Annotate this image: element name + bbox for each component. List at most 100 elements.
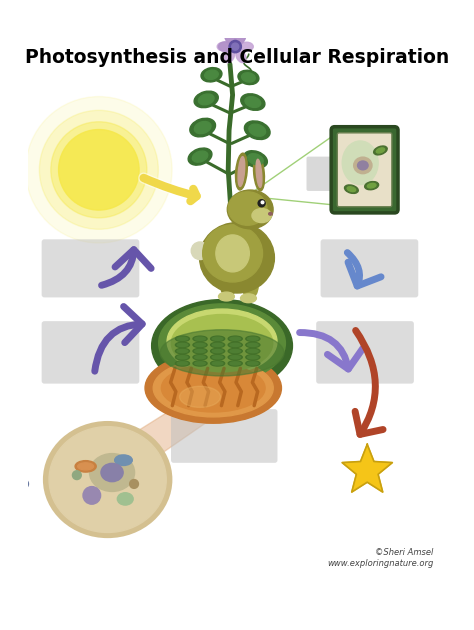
Circle shape: [191, 242, 209, 260]
Ellipse shape: [246, 348, 260, 353]
Ellipse shape: [172, 314, 273, 372]
Ellipse shape: [256, 159, 262, 187]
Ellipse shape: [175, 342, 190, 348]
Ellipse shape: [244, 151, 267, 168]
Text: ©Sheri Amsel
www.exploringnature.org: ©Sheri Amsel www.exploringnature.org: [327, 548, 433, 568]
Ellipse shape: [175, 348, 190, 353]
Ellipse shape: [195, 337, 205, 340]
Ellipse shape: [219, 42, 233, 52]
Ellipse shape: [345, 185, 358, 193]
Ellipse shape: [177, 362, 188, 365]
Ellipse shape: [212, 362, 223, 365]
Ellipse shape: [228, 190, 273, 229]
Ellipse shape: [230, 356, 240, 358]
FancyBboxPatch shape: [42, 239, 139, 297]
Ellipse shape: [159, 304, 285, 382]
Ellipse shape: [203, 225, 263, 282]
Ellipse shape: [225, 32, 236, 45]
Ellipse shape: [342, 141, 378, 185]
Polygon shape: [342, 444, 392, 492]
Ellipse shape: [210, 336, 225, 341]
Ellipse shape: [236, 50, 246, 62]
FancyBboxPatch shape: [320, 239, 418, 297]
Ellipse shape: [228, 336, 242, 341]
Ellipse shape: [153, 359, 273, 417]
FancyArrowPatch shape: [300, 333, 363, 369]
Ellipse shape: [374, 146, 387, 155]
Ellipse shape: [177, 337, 188, 340]
Ellipse shape: [90, 454, 134, 491]
Polygon shape: [81, 406, 231, 466]
Ellipse shape: [235, 32, 246, 45]
Circle shape: [73, 471, 81, 479]
Ellipse shape: [367, 183, 376, 188]
Ellipse shape: [228, 361, 242, 366]
Circle shape: [59, 130, 139, 210]
Ellipse shape: [194, 122, 211, 134]
Ellipse shape: [242, 273, 258, 298]
Ellipse shape: [118, 493, 133, 505]
Ellipse shape: [347, 186, 356, 192]
Ellipse shape: [230, 350, 240, 353]
Circle shape: [130, 479, 138, 488]
Circle shape: [229, 40, 241, 53]
Ellipse shape: [247, 350, 258, 353]
FancyBboxPatch shape: [331, 127, 398, 213]
Ellipse shape: [212, 350, 223, 353]
Ellipse shape: [228, 355, 242, 360]
Ellipse shape: [236, 153, 247, 190]
Ellipse shape: [193, 355, 207, 360]
Ellipse shape: [219, 292, 234, 301]
Ellipse shape: [175, 361, 190, 366]
Ellipse shape: [44, 422, 171, 537]
Circle shape: [19, 479, 28, 488]
FancyBboxPatch shape: [171, 409, 277, 463]
Ellipse shape: [177, 356, 188, 358]
Ellipse shape: [193, 361, 207, 366]
Ellipse shape: [240, 42, 253, 51]
Ellipse shape: [210, 348, 225, 353]
Circle shape: [26, 96, 172, 243]
Ellipse shape: [177, 350, 188, 353]
FancyBboxPatch shape: [337, 133, 392, 207]
Ellipse shape: [193, 348, 207, 353]
FancyBboxPatch shape: [307, 157, 393, 191]
Circle shape: [51, 122, 147, 218]
Ellipse shape: [193, 336, 207, 341]
Ellipse shape: [269, 212, 272, 215]
Ellipse shape: [238, 70, 259, 84]
Ellipse shape: [241, 94, 265, 110]
Ellipse shape: [354, 158, 372, 173]
Ellipse shape: [167, 309, 277, 374]
Circle shape: [261, 201, 264, 203]
Ellipse shape: [228, 192, 267, 226]
Ellipse shape: [247, 337, 258, 340]
Ellipse shape: [160, 329, 284, 376]
Ellipse shape: [246, 361, 260, 366]
Ellipse shape: [180, 386, 220, 408]
Ellipse shape: [252, 209, 271, 222]
Ellipse shape: [101, 463, 123, 482]
FancyArrowPatch shape: [355, 331, 383, 435]
Ellipse shape: [217, 42, 230, 51]
Ellipse shape: [195, 343, 205, 346]
Ellipse shape: [115, 455, 132, 466]
Ellipse shape: [247, 362, 258, 365]
Ellipse shape: [220, 272, 236, 297]
Ellipse shape: [145, 353, 282, 423]
Ellipse shape: [212, 337, 223, 340]
Ellipse shape: [365, 181, 379, 190]
Ellipse shape: [245, 96, 261, 108]
Ellipse shape: [212, 343, 223, 346]
Ellipse shape: [200, 222, 274, 293]
Ellipse shape: [236, 31, 246, 43]
FancyBboxPatch shape: [42, 321, 139, 384]
Ellipse shape: [230, 362, 240, 365]
Ellipse shape: [228, 348, 242, 353]
Ellipse shape: [249, 124, 265, 136]
Ellipse shape: [192, 151, 208, 162]
Ellipse shape: [357, 161, 368, 170]
Circle shape: [232, 43, 239, 50]
Ellipse shape: [194, 91, 218, 108]
Ellipse shape: [210, 361, 225, 366]
